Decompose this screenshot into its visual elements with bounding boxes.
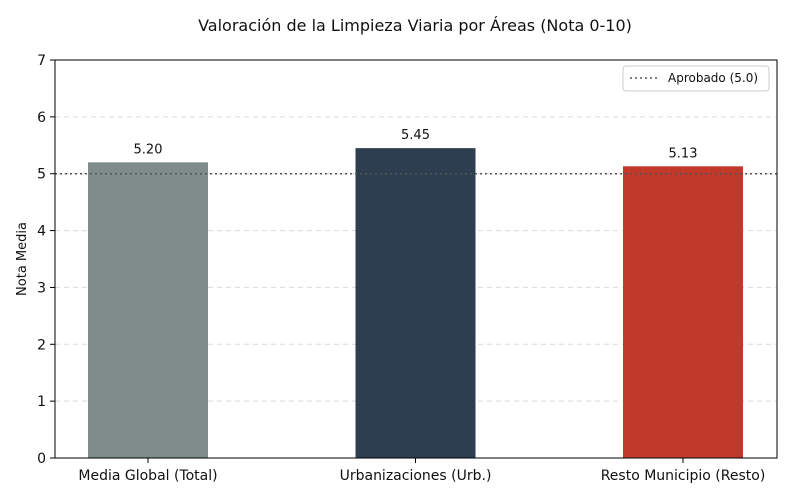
y-tick-label: 6	[37, 110, 46, 126]
y-tick-label: 4	[37, 224, 46, 240]
bar	[623, 166, 743, 458]
y-tick-label: 1	[37, 394, 46, 410]
y-axis-label: Nota Media	[15, 222, 30, 296]
bar	[355, 148, 476, 458]
y-axis-ticks: 0 1 2 3 4 5 6 7	[37, 53, 55, 467]
bar-value-label: 5.13	[669, 146, 698, 161]
y-tick-label: 0	[37, 451, 46, 467]
legend-label: Aprobado (5.0)	[668, 71, 758, 85]
x-tick-label: Resto Municipio (Resto)	[601, 468, 766, 484]
legend: Aprobado (5.0)	[622, 65, 770, 92]
x-tick-label: Urbanizaciones (Urb.)	[340, 468, 492, 484]
chart-title: Valoración de la Limpieza Viaria por Áre…	[198, 16, 632, 35]
bars: 5.20 5.45 5.13	[88, 128, 743, 459]
bar-value-label: 5.20	[134, 142, 163, 157]
y-tick-label: 2	[37, 337, 46, 353]
bar	[88, 162, 208, 459]
x-axis-ticks: Media Global (Total) Urbanizaciones (Urb.…	[78, 458, 765, 484]
legend-box	[622, 65, 770, 92]
bar-value-label: 5.45	[401, 128, 430, 143]
y-tick-label: 3	[37, 280, 46, 296]
y-tick-label: 5	[37, 167, 46, 183]
y-tick-label: 7	[37, 53, 46, 69]
x-tick-label: Media Global (Total)	[78, 468, 217, 484]
